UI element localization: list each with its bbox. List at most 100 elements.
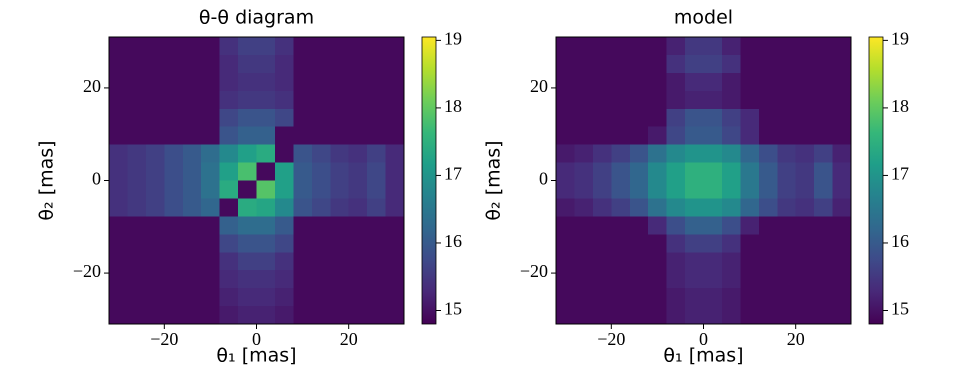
heatmap-cell (703, 126, 723, 146)
heatmap-cell (274, 162, 294, 182)
heatmap-cell (127, 288, 147, 307)
heatmap-cell (311, 162, 331, 182)
heatmap-cell (145, 270, 165, 289)
heatmap-cell (814, 90, 834, 110)
heatmap-cell (127, 72, 147, 92)
heatmap-cell (648, 180, 668, 200)
heatmap-cell (777, 37, 797, 56)
heatmap-cell (109, 126, 129, 146)
heatmap-cell (629, 90, 649, 110)
heatmap-cell (574, 144, 594, 164)
heatmap-cell (721, 162, 741, 182)
colorbar-tick-label: 18 (444, 96, 462, 116)
heatmap-cell (832, 234, 852, 253)
heatmap-cell (685, 234, 705, 253)
heatmap-cell (293, 234, 313, 253)
heatmap-cell (721, 270, 741, 289)
heatmap-cell (109, 306, 129, 325)
heatmap-cell (238, 306, 258, 325)
heatmap-cell (256, 37, 276, 56)
heatmap-cell (348, 108, 368, 128)
x-axis-label: θ₁ [mas] (216, 345, 296, 367)
heatmap-cell (348, 234, 368, 253)
heatmap-cell (685, 180, 705, 200)
heatmap-cell (164, 198, 184, 217)
heatmap-cell (367, 108, 387, 128)
heatmap-cell (574, 180, 594, 200)
heatmap-cell (109, 37, 129, 56)
heatmap-cell (109, 180, 129, 200)
heatmap-cell (145, 37, 165, 56)
heatmap-cell (740, 216, 760, 235)
chart-title: model (674, 7, 733, 29)
heatmap-cell (648, 54, 668, 74)
heatmap-cell (777, 54, 797, 74)
heatmap-cell (703, 270, 723, 289)
heatmap-cell (592, 180, 612, 200)
heatmap-cell (648, 162, 668, 182)
heatmap-cell (238, 126, 258, 146)
heatmap-cell (666, 108, 686, 128)
heatmap-cell (795, 180, 815, 200)
heatmap-cell (367, 144, 387, 164)
heatmap-cell (611, 144, 631, 164)
heatmap-cell (795, 288, 815, 307)
heatmap-cell (330, 198, 350, 217)
colorbar-tick-label: 16 (891, 231, 909, 251)
heatmap-cell (592, 144, 612, 164)
heatmap-cell (740, 288, 760, 307)
heatmap-cell (145, 72, 165, 92)
heatmap-cell (832, 180, 852, 200)
heatmap-cell (109, 234, 129, 253)
heatmap-cell (685, 72, 705, 92)
heatmap-cell (109, 108, 129, 128)
heatmap-cell (629, 72, 649, 92)
heatmap-cell (648, 234, 668, 253)
heatmap-cell (385, 37, 405, 56)
heatmap-cell (330, 37, 350, 56)
heatmap-cell (311, 72, 331, 92)
heatmap-cell (238, 54, 258, 74)
heatmap-cell (219, 90, 239, 110)
heatmap-cell (127, 126, 147, 146)
heatmap-cell (127, 306, 147, 325)
heatmap-cell (574, 90, 594, 110)
heatmap-cell (385, 144, 405, 164)
heatmap-cell (777, 288, 797, 307)
heatmap-cell (556, 288, 576, 307)
heatmap-cell (293, 180, 313, 200)
heatmap-cell (629, 180, 649, 200)
heatmap-cell (685, 270, 705, 289)
heatmap-cell (367, 288, 387, 307)
heatmap-cell (182, 90, 202, 110)
heatmap-cell (385, 306, 405, 325)
heatmap-cell (611, 252, 631, 271)
heatmap-cell (574, 37, 594, 56)
heatmap-cell (219, 72, 239, 92)
heatmap-cell (685, 126, 705, 146)
chart-title: θ-θ diagram (199, 7, 314, 29)
heatmap-cell (592, 90, 612, 110)
heatmap-cell (814, 54, 834, 74)
heatmap-cell (721, 216, 741, 235)
heatmap-cell (385, 252, 405, 271)
heatmap-cell (740, 252, 760, 271)
heatmap-cell (367, 198, 387, 217)
heatmap-cell (814, 234, 834, 253)
heatmap-cell (556, 37, 576, 56)
heatmap-cell (758, 162, 778, 182)
heatmap-cell (367, 216, 387, 235)
heatmap-cell (758, 37, 778, 56)
heatmap-cell (127, 108, 147, 128)
heatmap-cell (109, 162, 129, 182)
heatmap-cell (592, 216, 612, 235)
heatmap-cell (832, 162, 852, 182)
colorbar-tick-label: 19 (891, 29, 909, 49)
heatmap-cell (201, 252, 221, 271)
heatmap-cell (666, 54, 686, 74)
heatmap-cell (648, 252, 668, 271)
heatmap-cell (385, 126, 405, 146)
heatmap-cell (274, 216, 294, 235)
heatmap-cell (164, 162, 184, 182)
